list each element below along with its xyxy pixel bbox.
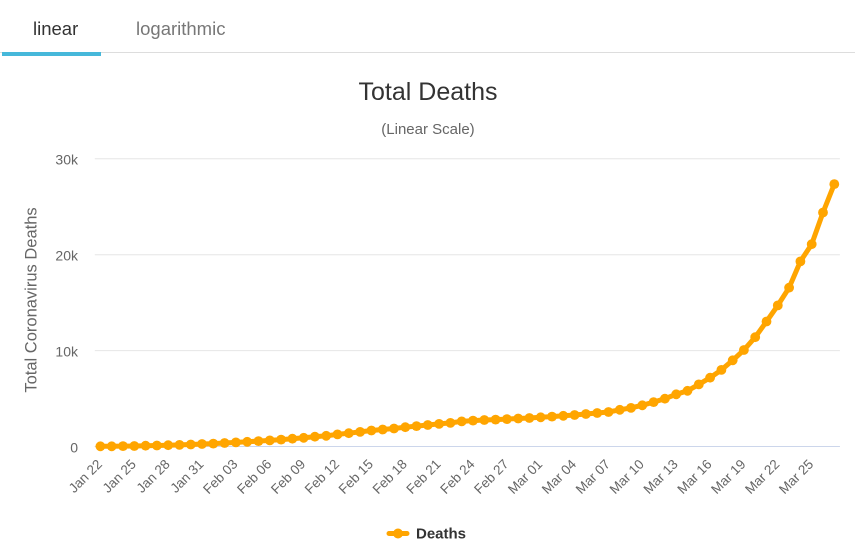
- svg-text:Feb 09: Feb 09: [268, 457, 308, 497]
- svg-text:Mar 22: Mar 22: [742, 457, 782, 497]
- svg-text:Jan 28: Jan 28: [134, 457, 173, 496]
- svg-text:Deaths: Deaths: [416, 526, 466, 543]
- svg-text:Mar 16: Mar 16: [674, 457, 714, 497]
- svg-text:Feb 21: Feb 21: [403, 457, 443, 497]
- svg-text:Feb 03: Feb 03: [200, 457, 240, 497]
- svg-text:30k: 30k: [55, 152, 79, 168]
- svg-text:Feb 06: Feb 06: [234, 457, 274, 497]
- svg-text:Feb 18: Feb 18: [370, 457, 410, 497]
- svg-text:Mar 19: Mar 19: [708, 457, 748, 497]
- svg-text:Total Deaths: Total Deaths: [359, 78, 498, 106]
- svg-text:Feb 24: Feb 24: [437, 456, 478, 497]
- svg-text:Mar 04: Mar 04: [539, 456, 580, 497]
- svg-text:Jan 31: Jan 31: [167, 457, 206, 496]
- svg-text:Mar 25: Mar 25: [776, 457, 816, 497]
- svg-text:Feb 15: Feb 15: [336, 457, 376, 497]
- svg-text:Feb 12: Feb 12: [302, 457, 342, 497]
- svg-text:Total Coronavirus Deaths: Total Coronavirus Deaths: [22, 207, 40, 392]
- svg-text:20k: 20k: [55, 248, 79, 264]
- svg-text:10k: 10k: [55, 344, 79, 360]
- svg-text:0: 0: [70, 439, 78, 455]
- svg-text:Mar 13: Mar 13: [640, 457, 680, 497]
- svg-text:Jan 25: Jan 25: [100, 457, 139, 496]
- svg-text:Mar 10: Mar 10: [607, 457, 647, 497]
- svg-text:Feb 27: Feb 27: [471, 457, 511, 497]
- svg-text:Mar 07: Mar 07: [573, 457, 613, 497]
- svg-text:Mar 01: Mar 01: [505, 457, 545, 497]
- svg-text:Jan 22: Jan 22: [66, 457, 105, 496]
- svg-text:(Linear Scale): (Linear Scale): [381, 121, 474, 138]
